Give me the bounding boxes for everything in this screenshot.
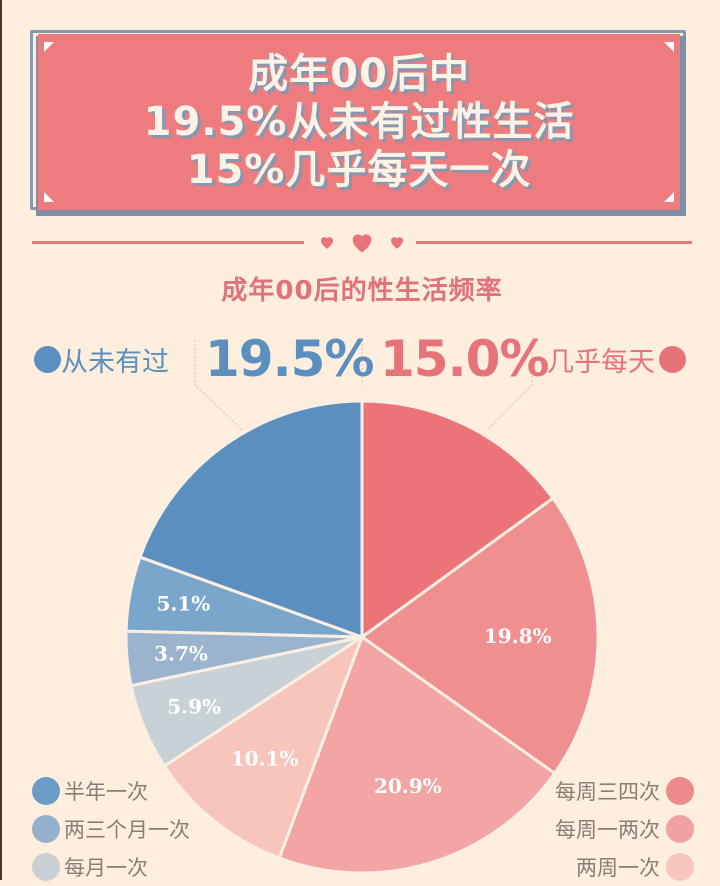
pie-slice [360, 399, 555, 639]
heart-divider [32, 230, 692, 256]
legend-dot-icon [666, 777, 694, 805]
legend-left: 半年一次 两三个月一次 每月一次 [32, 772, 190, 886]
legend-label: 每周一两次 [555, 818, 660, 842]
heart-icon [352, 234, 372, 253]
callout-label-never: 从未有过 [61, 347, 169, 378]
legend-dot-icon [34, 346, 61, 373]
pie-slice [277, 635, 557, 875]
legend-item: 半年一次 [32, 772, 190, 810]
legend-label: 两三个月一次 [64, 818, 190, 842]
slice-percent-label: 5.9% [167, 695, 221, 719]
callout-label-daily: 几乎每天 [547, 347, 655, 378]
corner-triangle-icon [44, 42, 54, 52]
legend-item: 每月一次 [32, 848, 190, 886]
legend-dot-icon [666, 853, 694, 881]
heart-icon [391, 237, 403, 249]
headline-line-1: 成年00后中 [248, 51, 470, 97]
legend-dot-icon [32, 815, 60, 843]
slice-percent-label: 10.1% [231, 747, 299, 771]
percent-daily: 15.0% [380, 330, 549, 388]
legend-dot-icon [32, 853, 60, 881]
header-box: 成年00后中 19.5%从未有过性生活 15%几乎每天一次 [38, 34, 680, 210]
callout-daily: 几乎每天 [547, 340, 686, 379]
divider-line-left [32, 241, 304, 244]
legend-item: 两三个月一次 [32, 810, 190, 848]
legend-dot-icon [32, 777, 60, 805]
slice-percent-label: 19.8% [484, 624, 552, 648]
slice-percent-label: 5.1% [156, 592, 210, 616]
legend-dot-icon [659, 346, 686, 373]
slice-percent-label: 20.9% [374, 774, 442, 798]
pie-slices [124, 399, 600, 875]
legend-item: 每周三四次 [555, 772, 694, 810]
legend-item: 两周一次 [555, 848, 694, 886]
slice-percent-label: 3.7% [154, 642, 208, 666]
headline-line-3: 15%几乎每天一次 [186, 147, 532, 193]
callout-never: 从未有过 [34, 340, 169, 379]
chart-title: 成年00后的性生活频率 [221, 276, 503, 306]
legend-label: 每周三四次 [555, 780, 660, 804]
legend-dot-icon [666, 815, 694, 843]
heart-icon [321, 237, 333, 249]
pie-slice-labels: 19.8% 20.9% 10.1% 5.9% 3.7% 5.1% [154, 592, 551, 798]
divider-line-right [416, 241, 692, 244]
legend-label: 两周一次 [576, 856, 660, 880]
corner-triangle-icon [664, 42, 674, 52]
corner-triangle-icon [44, 192, 54, 202]
headline-line-2: 19.5%从未有过性生活 [143, 99, 575, 145]
header-banner: 成年00后中 19.5%从未有过性生活 15%几乎每天一次 [30, 30, 690, 216]
legend-right: 每周三四次 每周一两次 两周一次 [555, 772, 694, 886]
legend-label: 每月一次 [64, 856, 148, 880]
corner-triangle-icon [664, 192, 674, 202]
legend-label: 半年一次 [64, 780, 148, 804]
pie-slice [360, 496, 600, 775]
pie-slice [162, 635, 364, 860]
callout-connector-lines [194, 340, 533, 431]
legend-item: 每周一两次 [555, 810, 694, 848]
percent-never: 19.5% [205, 330, 374, 388]
pie-slice [138, 399, 364, 639]
